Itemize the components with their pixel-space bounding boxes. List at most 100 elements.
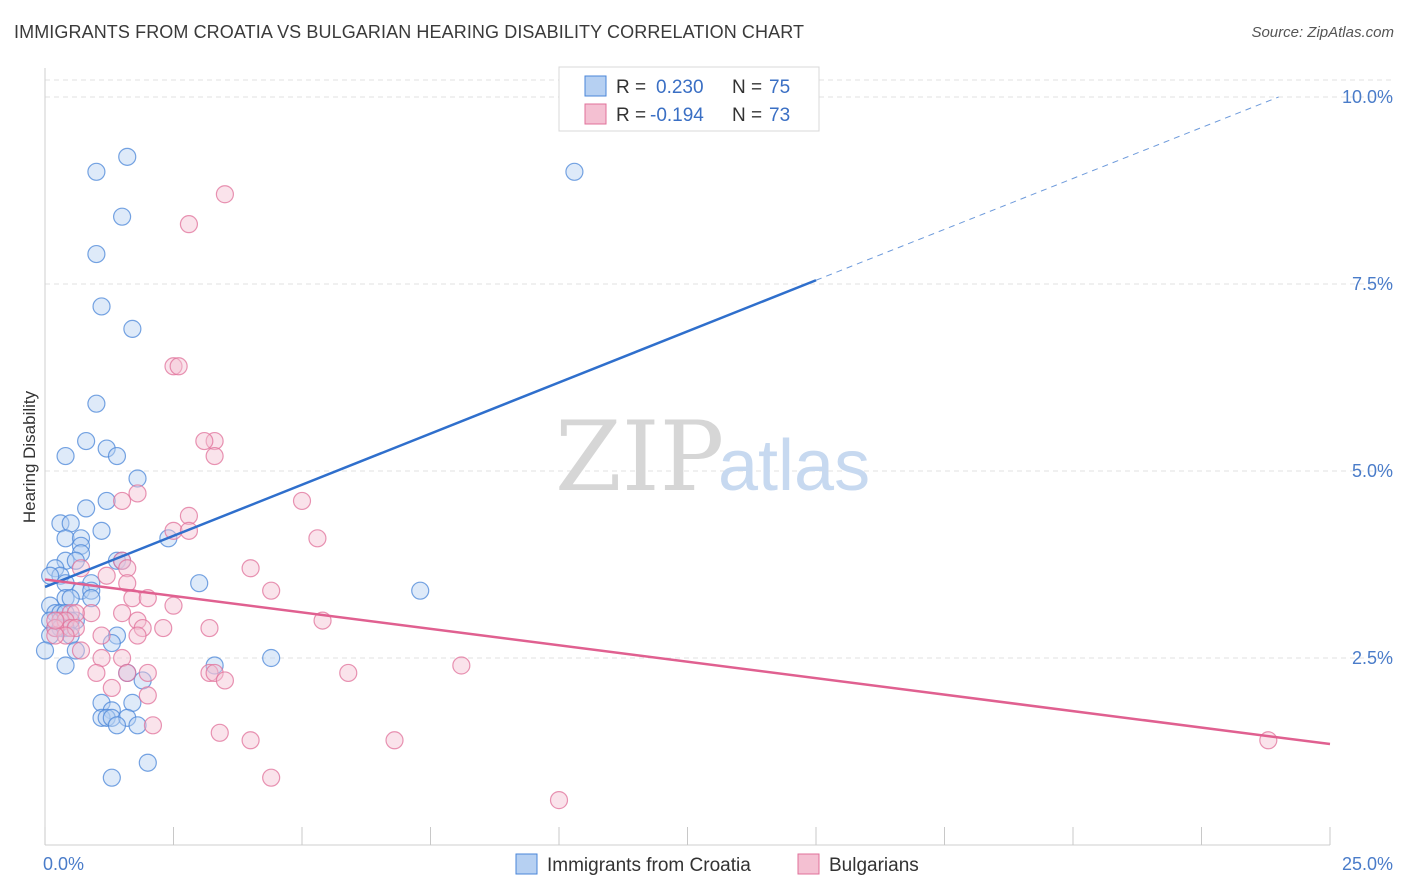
y-tick-labels: 2.5% 5.0% 7.5% 10.0% — [1342, 87, 1393, 668]
bulgarians-point-8 — [112, 491, 132, 511]
y-tick-label-0: 2.5% — [1352, 648, 1393, 668]
legend-n-value-1: 75 — [769, 77, 790, 98]
croatia-point-67 — [107, 716, 127, 735]
croatia-point-8 — [77, 431, 96, 451]
croatia-point-32 — [190, 574, 209, 593]
legend-r-label-2: R = — [616, 105, 646, 126]
series-bulgarians-points — [46, 185, 1278, 810]
legend-swatch-bulgarians — [584, 103, 607, 125]
bulgarians-point-0 — [215, 185, 234, 204]
bulgarians-point-40 — [92, 626, 111, 645]
bulgarians-point-4 — [205, 431, 224, 451]
bulgarians-point-10 — [179, 506, 199, 525]
croatia-point-0 — [118, 147, 137, 166]
croatia-point-11 — [107, 446, 127, 466]
croatia-point-10 — [97, 439, 116, 458]
legend-n-value-2: 73 — [769, 105, 790, 126]
bulgarians-point-50 — [138, 663, 157, 683]
bulgarians-point-47 — [339, 663, 358, 683]
bulgarians-point-53 — [102, 678, 121, 698]
croatia-point-64 — [97, 708, 116, 727]
bulgarians-point-62 — [549, 791, 569, 810]
bulgarians-point-18 — [97, 566, 116, 585]
y-tick-label-3: 10.0% — [1342, 87, 1393, 107]
legend-box: R = 0.230 N = 75 R = -0.194 N = 73 — [558, 66, 820, 132]
bulgarians-point-7 — [128, 484, 147, 503]
croatia-point-56 — [56, 656, 75, 675]
bulgarians-point-24 — [82, 604, 101, 623]
bulgarians-point-3 — [169, 357, 188, 376]
bulgarians-point-43 — [71, 641, 91, 660]
croatia-point-52 — [102, 633, 121, 653]
x-tick-max: 25.0% — [1342, 854, 1393, 874]
croatia-point-5 — [92, 297, 111, 316]
bulgarians-point-58 — [385, 731, 404, 750]
bulgarians-point-56 — [210, 723, 229, 742]
source-label: Source: ZipAtlas.com — [1251, 24, 1394, 41]
chart-title: IMMIGRANTS FROM CROATIA VS BULGARIAN HEA… — [14, 22, 805, 42]
croatia-point-1 — [87, 162, 106, 181]
bulgarians-point-5 — [195, 431, 214, 451]
bulgarians-point-38 — [56, 626, 75, 645]
bottom-legend-swatch-croatia — [515, 853, 538, 875]
bottom-legend-swatch-bulgarians — [797, 853, 820, 875]
croatia-point-2 — [565, 162, 584, 181]
bulgarians-point-32 — [200, 618, 219, 638]
croatia-point-9 — [56, 446, 75, 466]
croatia-point-63 — [92, 708, 111, 727]
bulgarians-point-31 — [154, 618, 173, 638]
bulgarians-point-46 — [200, 663, 219, 683]
bulgarians-point-20 — [262, 581, 281, 600]
bulgarians-point-48 — [452, 656, 471, 675]
bulgarians-point-39 — [46, 626, 65, 645]
bulgarians-point-41 — [128, 626, 147, 645]
croatia-point-18 — [56, 529, 75, 548]
croatia-point-69 — [138, 753, 157, 772]
bulgarians-point-55 — [138, 686, 157, 705]
bulgarians-point-36 — [66, 618, 85, 638]
croatia-point-6 — [123, 319, 142, 338]
croatia-point-12 — [128, 469, 147, 488]
bulgarians-point-37 — [46, 618, 65, 638]
croatia-point-68 — [128, 716, 147, 735]
bulgarians-point-6 — [205, 446, 224, 466]
croatia-point-7 — [87, 394, 106, 413]
x-tick-min: 0.0% — [43, 854, 84, 874]
croatia-point-53 — [35, 641, 55, 660]
bottom-legend: Immigrants from Croatia Bulgarians — [515, 853, 919, 876]
legend-n-label-1: N = — [732, 77, 762, 98]
trend-line-croatia-extension — [815, 96, 1279, 281]
bulgarians-point-42 — [46, 611, 65, 630]
legend-r-label-1: R = — [616, 77, 646, 98]
bulgarians-point-51 — [118, 663, 137, 683]
croatia-point-54 — [66, 641, 85, 660]
croatia-point-4 — [87, 244, 106, 264]
bulgarians-point-54 — [215, 671, 234, 690]
axes — [44, 68, 1331, 846]
bulgarians-point-13 — [308, 529, 327, 548]
croatia-point-38 — [82, 589, 101, 608]
bulgarians-point-25 — [112, 604, 132, 623]
bottom-legend-croatia: Immigrants from Croatia — [547, 855, 751, 876]
watermark-atlas: atlas — [718, 426, 870, 506]
legend-r-value-2: -0.194 — [650, 105, 704, 126]
croatia-point-13 — [97, 491, 116, 511]
trend-line-bulgarians — [44, 578, 1331, 746]
croatia-point-35 — [411, 581, 430, 600]
croatia-point-3 — [112, 207, 132, 226]
bulgarians-point-57 — [241, 731, 260, 750]
bulgarians-point-17 — [241, 559, 260, 578]
croatia-point-17 — [92, 521, 111, 540]
bottom-legend-bulgarians: Bulgarians — [829, 855, 919, 876]
trend-line-croatia — [44, 279, 817, 589]
y-tick-label-2: 7.5% — [1352, 274, 1393, 294]
bulgarians-point-9 — [292, 491, 312, 511]
watermark-zip: ZIP — [555, 401, 724, 513]
croatia-point-70 — [102, 768, 121, 787]
croatia-point-14 — [77, 499, 96, 518]
bulgarians-point-16 — [118, 559, 137, 578]
croatia-point-55 — [262, 648, 281, 668]
bulgarians-point-52 — [205, 663, 224, 683]
trend-lines — [44, 96, 1331, 746]
